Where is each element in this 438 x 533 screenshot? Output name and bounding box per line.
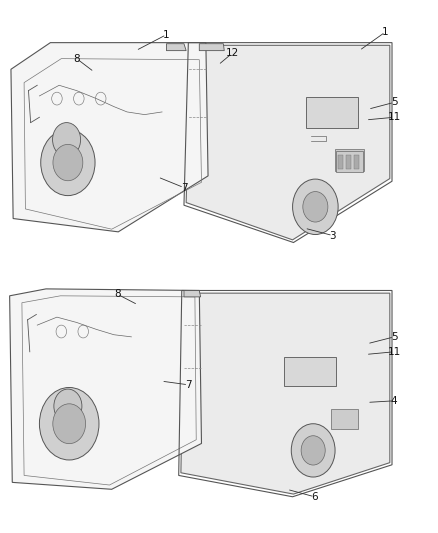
Text: 3: 3 [329, 231, 336, 240]
Bar [346, 155, 351, 169]
Circle shape [53, 123, 81, 157]
Text: 1: 1 [382, 27, 389, 37]
Circle shape [54, 389, 82, 423]
Circle shape [39, 387, 99, 460]
Text: 8: 8 [114, 289, 121, 299]
Text: 5: 5 [391, 332, 398, 342]
Circle shape [301, 436, 325, 465]
Polygon shape [11, 43, 208, 232]
Circle shape [53, 404, 85, 443]
Circle shape [53, 144, 83, 181]
Circle shape [291, 424, 335, 477]
Bar [354, 155, 359, 169]
Text: 8: 8 [73, 54, 80, 63]
Circle shape [41, 130, 95, 196]
Circle shape [293, 179, 338, 235]
Text: 1: 1 [163, 30, 170, 39]
Bar [335, 149, 364, 171]
Polygon shape [184, 290, 201, 297]
Bar [336, 151, 363, 172]
Text: 5: 5 [391, 98, 398, 107]
Bar [306, 97, 358, 128]
Bar [338, 155, 343, 169]
Bar [284, 357, 336, 386]
Text: 12: 12 [226, 49, 239, 58]
Polygon shape [186, 45, 390, 240]
Text: 11: 11 [388, 347, 401, 357]
Polygon shape [199, 44, 224, 51]
Circle shape [303, 191, 328, 222]
Bar [331, 409, 358, 429]
Polygon shape [181, 293, 390, 494]
Text: 4: 4 [391, 396, 398, 406]
Text: 11: 11 [388, 112, 401, 122]
Polygon shape [166, 44, 186, 51]
Text: 6: 6 [311, 492, 318, 502]
Text: 7: 7 [180, 183, 187, 192]
Text: 7: 7 [185, 380, 192, 390]
Polygon shape [10, 289, 201, 489]
